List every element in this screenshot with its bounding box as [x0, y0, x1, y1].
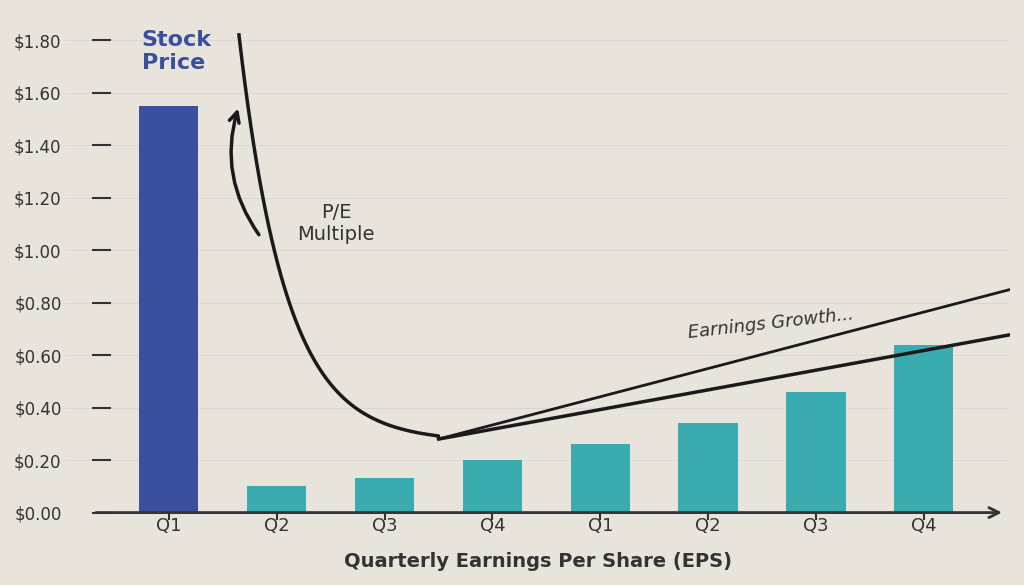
Text: Earnings Growth...: Earnings Growth... [686, 305, 854, 342]
Bar [247, 486, 306, 512]
Bar [894, 345, 953, 512]
X-axis label: Quarterly Earnings Per Share (EPS): Quarterly Earnings Per Share (EPS) [344, 552, 732, 571]
Bar [139, 106, 199, 512]
Bar [355, 479, 415, 512]
Bar [679, 424, 737, 512]
Text: P/E
Multiple: P/E Multiple [297, 203, 375, 244]
Text: Stock
Price: Stock Price [142, 30, 212, 73]
Bar [570, 445, 630, 512]
Bar [463, 460, 522, 512]
Bar [786, 392, 846, 512]
